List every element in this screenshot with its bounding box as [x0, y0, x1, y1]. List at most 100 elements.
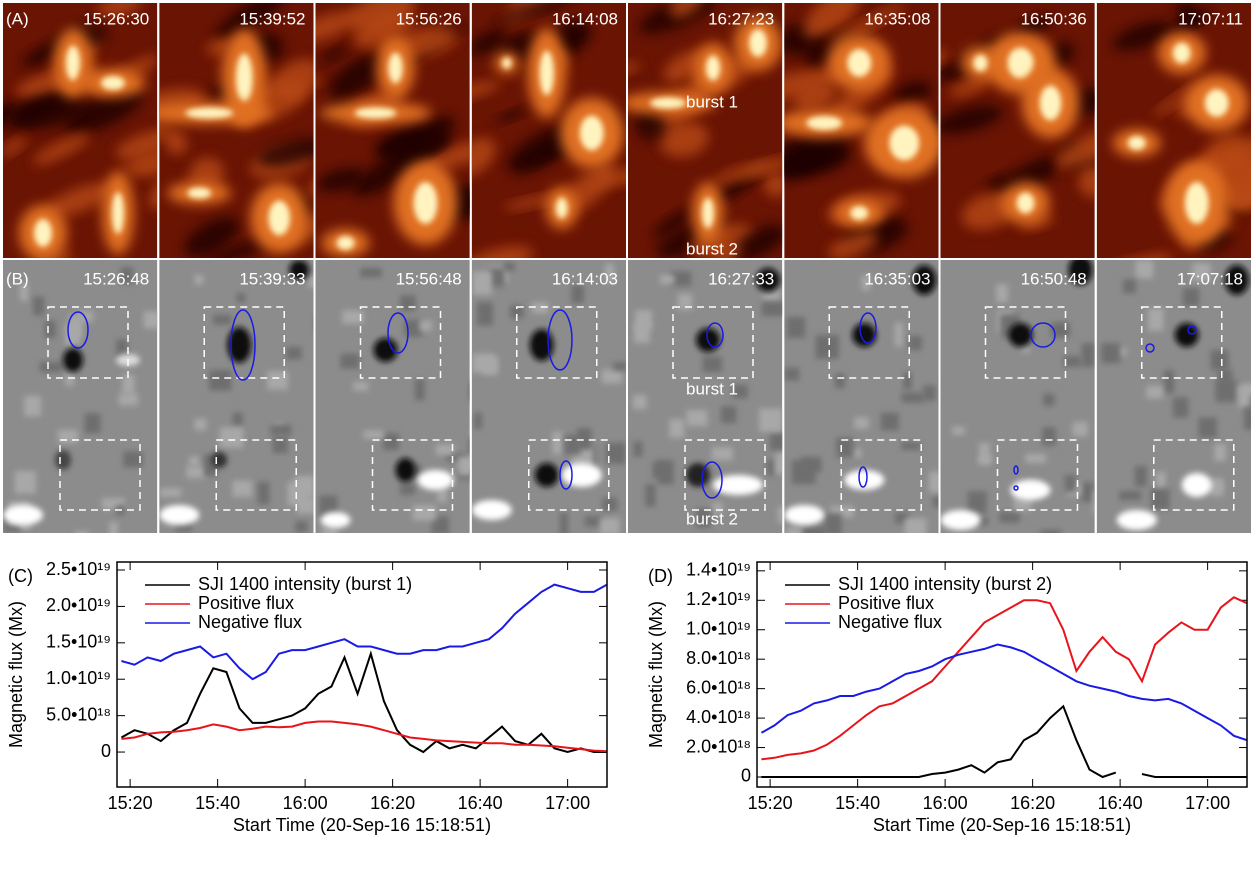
texture [186, 466, 207, 479]
time-label: 16:14:03 [552, 269, 618, 288]
texture [712, 502, 723, 514]
brightening [539, 50, 554, 96]
contour [706, 322, 724, 348]
texture [669, 3, 704, 18]
texture [628, 62, 641, 77]
texture [815, 335, 839, 359]
brightening [235, 53, 253, 103]
flux-patch [756, 268, 780, 292]
brightening [806, 116, 843, 130]
y-axis-title: Magnetic flux (Mx) [6, 601, 26, 748]
y-tick-label: 1.5•10¹⁹ [46, 632, 111, 652]
brightening [388, 52, 403, 84]
texture [633, 323, 650, 344]
contour [1145, 343, 1155, 353]
texture [482, 357, 498, 375]
box-burst-2 [215, 439, 297, 511]
y-tick-label: 0 [741, 766, 751, 786]
texture [503, 262, 515, 272]
texture [613, 362, 626, 371]
texture [435, 444, 454, 455]
flux-patch [686, 463, 710, 487]
texture [602, 497, 618, 512]
texture [353, 381, 369, 391]
texture [458, 456, 470, 476]
texture [286, 346, 302, 360]
magnetogram [315, 260, 470, 533]
texture [1229, 135, 1251, 178]
texture [471, 29, 506, 56]
texture [729, 225, 783, 258]
flux-patch [1116, 510, 1157, 530]
burst-label: burst 1 [686, 92, 738, 111]
contour [701, 461, 723, 499]
texture [97, 3, 142, 16]
texture [400, 483, 416, 495]
texture [686, 410, 708, 426]
texture [635, 108, 666, 141]
texture [1063, 356, 1082, 367]
euv-image [471, 3, 626, 258]
legend-label: SJI 1400 intensity (burst 1) [198, 574, 412, 594]
box-burst-2 [684, 439, 766, 511]
texture [208, 369, 232, 391]
texture [669, 418, 685, 438]
flux-patch [713, 475, 763, 495]
texture [123, 451, 143, 468]
texture [908, 335, 922, 351]
y-tick-label: 5.0•10¹⁸ [46, 704, 111, 724]
texture [559, 512, 569, 533]
y-tick-label: 8.0•10¹⁸ [686, 648, 751, 668]
texture [979, 442, 990, 463]
texture [784, 133, 849, 180]
flux-patch [159, 505, 200, 525]
texture [159, 123, 171, 140]
texture [1064, 475, 1076, 492]
texture [952, 426, 965, 435]
texture [509, 305, 524, 319]
brightening [1184, 182, 1209, 224]
box-burst-1 [984, 306, 1067, 379]
texture [1101, 343, 1121, 364]
brightening [34, 219, 52, 247]
brightening [1016, 192, 1035, 214]
texture [188, 456, 200, 467]
brightening [112, 192, 124, 234]
texture [854, 417, 869, 429]
texture [3, 102, 18, 141]
texture [763, 172, 783, 198]
x-axis-title: Start Time (20-Sep-16 15:18:51) [873, 815, 1131, 835]
texture [828, 231, 878, 258]
texture [784, 67, 842, 100]
texture [120, 267, 134, 284]
magnetogram [1096, 260, 1251, 533]
brightening [501, 57, 512, 69]
brightening [1172, 42, 1191, 64]
panel-label: (A) [6, 9, 29, 28]
box-burst-2 [528, 439, 610, 511]
texture [472, 271, 492, 295]
texture [904, 518, 927, 533]
texture [571, 284, 585, 304]
texture [577, 428, 592, 450]
texture [494, 3, 577, 24]
texture [204, 239, 270, 258]
texture [1153, 85, 1197, 117]
texture [1146, 385, 1164, 399]
brightening [268, 200, 291, 236]
flux-patch [320, 512, 351, 528]
texture [1093, 490, 1095, 514]
magnetogram [940, 260, 1095, 533]
texture [974, 517, 989, 526]
euv-image [315, 3, 470, 258]
series-line [761, 596, 1247, 761]
x-tick-label: 15:40 [835, 793, 880, 813]
flux-patch [534, 463, 559, 487]
plot-frame [116, 561, 608, 788]
texture [214, 3, 286, 41]
box-burst-2 [840, 439, 922, 511]
flux-patch [1181, 473, 1212, 497]
brightening [705, 55, 721, 81]
texture [271, 59, 314, 100]
y-tick-label: 1.4•10¹⁹ [686, 560, 751, 580]
